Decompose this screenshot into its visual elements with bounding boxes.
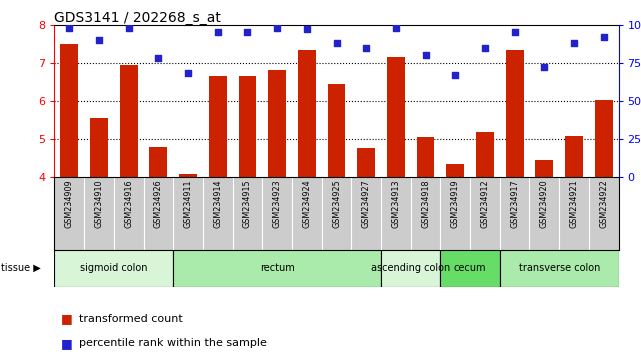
Point [242, 29, 253, 35]
Text: GSM234910: GSM234910 [94, 179, 103, 228]
Bar [440, 250, 500, 287]
Point [272, 25, 282, 31]
Point [599, 34, 609, 40]
Point [302, 27, 312, 32]
Text: tissue ▶: tissue ▶ [1, 263, 41, 273]
Text: GSM234922: GSM234922 [599, 179, 608, 228]
Text: GSM234912: GSM234912 [481, 179, 490, 228]
Bar [595, 100, 613, 177]
Bar [535, 160, 553, 177]
Point [539, 64, 549, 70]
Bar [387, 57, 405, 177]
Text: GSM234921: GSM234921 [570, 179, 579, 228]
Text: rectum: rectum [260, 263, 294, 273]
Text: ■: ■ [61, 337, 72, 350]
Point [183, 71, 193, 76]
Bar [357, 148, 375, 177]
Text: sigmoid colon: sigmoid colon [80, 263, 147, 273]
Bar [476, 132, 494, 177]
Text: GSM234926: GSM234926 [154, 179, 163, 228]
Point [153, 56, 163, 61]
Text: GSM234917: GSM234917 [510, 179, 519, 228]
Text: ascending colon: ascending colon [371, 263, 451, 273]
Text: GDS3141 / 202268_s_at: GDS3141 / 202268_s_at [54, 11, 221, 25]
Text: ■: ■ [61, 312, 72, 325]
Text: percentile rank within the sample: percentile rank within the sample [79, 338, 267, 348]
Text: GSM234914: GSM234914 [213, 179, 222, 228]
Text: GSM234916: GSM234916 [124, 179, 133, 228]
Point [480, 45, 490, 50]
Bar [381, 250, 440, 287]
Bar [417, 137, 435, 177]
Text: GSM234913: GSM234913 [392, 179, 401, 228]
Text: GSM234923: GSM234923 [272, 179, 281, 228]
Bar [238, 76, 256, 177]
Text: GSM234924: GSM234924 [303, 179, 312, 228]
Text: GSM234911: GSM234911 [183, 179, 192, 228]
Text: GSM234909: GSM234909 [65, 179, 74, 228]
Bar [268, 70, 286, 177]
Text: transformed count: transformed count [79, 314, 183, 324]
Bar [54, 250, 173, 287]
Point [391, 25, 401, 31]
Point [361, 45, 371, 50]
Point [213, 29, 223, 35]
Bar [500, 250, 619, 287]
Bar [90, 118, 108, 177]
Bar [209, 76, 227, 177]
Bar [506, 50, 524, 177]
Text: GSM234918: GSM234918 [421, 179, 430, 228]
Text: GSM234919: GSM234919 [451, 179, 460, 228]
Point [569, 40, 579, 46]
Point [331, 40, 342, 46]
Point [510, 29, 520, 35]
Bar [173, 250, 381, 287]
Text: GSM234927: GSM234927 [362, 179, 370, 228]
Point [64, 25, 74, 31]
Text: GSM234920: GSM234920 [540, 179, 549, 228]
Text: cecum: cecum [454, 263, 487, 273]
Point [450, 72, 460, 78]
Bar [120, 65, 138, 177]
Text: GSM234925: GSM234925 [332, 179, 341, 228]
Text: transverse colon: transverse colon [519, 263, 600, 273]
Text: GSM234915: GSM234915 [243, 179, 252, 228]
Bar [565, 136, 583, 177]
Point [94, 37, 104, 43]
Bar [60, 44, 78, 177]
Bar [446, 164, 464, 177]
Bar [179, 174, 197, 177]
Bar [328, 84, 345, 177]
Point [420, 52, 431, 58]
Bar [149, 147, 167, 177]
Bar [298, 50, 316, 177]
Point [124, 25, 134, 31]
